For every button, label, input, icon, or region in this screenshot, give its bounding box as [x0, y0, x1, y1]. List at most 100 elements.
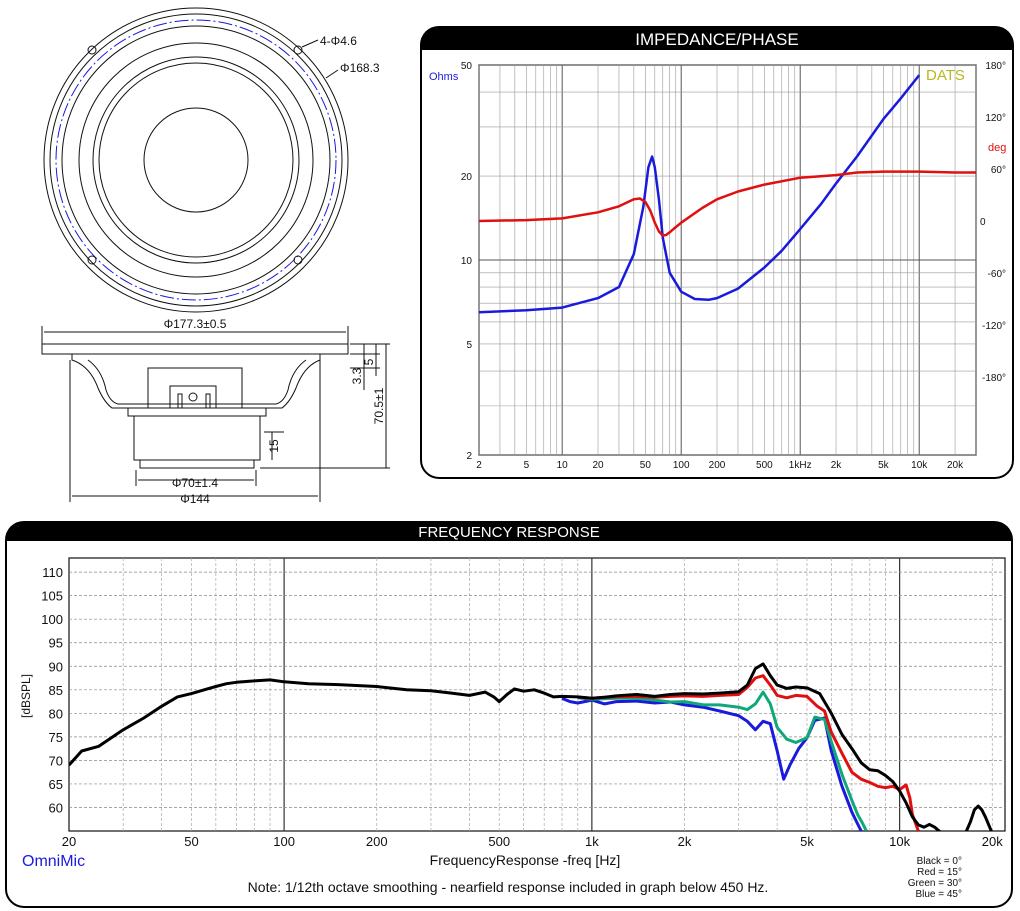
fr-x-tick-label: 50	[184, 834, 198, 849]
fr-y-tick-label: 95	[49, 636, 63, 651]
impedance-curve	[478, 74, 921, 314]
surround-outer-ring	[78, 42, 314, 278]
impedance-x-tick-label: 20k	[947, 460, 964, 471]
impedance-y-tick-label: 10	[461, 256, 473, 267]
frequency-response-panel: FREQUENCY RESPONSE 20 50 100 200 500 1k 2k 5k 10…	[5, 521, 1013, 908]
fr-chart-title: FREQUENCY RESPONSE	[418, 524, 599, 541]
terminal-housing	[147, 367, 243, 409]
outer-frame-ring	[43, 7, 349, 313]
dats-logo: DATS	[926, 67, 965, 84]
magnet	[133, 415, 261, 461]
impedance-x-tick-label: 5	[524, 460, 530, 471]
phase-unit: deg	[988, 142, 1006, 154]
front-plate	[127, 407, 267, 417]
cutout-diameter-label: Φ144	[180, 492, 210, 506]
impedance-x-tick-label: 10k	[911, 460, 928, 471]
mounting-hole	[293, 255, 303, 265]
impedance-y-unit: Ohms	[429, 71, 459, 83]
fr-y-tick-label: 65	[49, 777, 63, 792]
flange-diameter-label: Φ177.3±0.5	[164, 317, 227, 331]
flange-height-label: 5	[362, 358, 376, 365]
terminal-lug	[177, 393, 183, 409]
fr-note: Note: 1/12th octave smoothing - nearfiel…	[248, 879, 769, 895]
mounting-hole	[293, 45, 303, 55]
legend-black: Black = 0°	[917, 856, 962, 867]
surround-inner-ring	[92, 56, 300, 264]
terminal-block	[169, 385, 217, 409]
fr-y-tick-label: 110	[42, 565, 63, 580]
fr-plot-area	[68, 557, 1006, 832]
fr-y-axis-label: [dBSPL]	[19, 674, 33, 718]
fr-x-tick-label: 5k	[800, 834, 814, 849]
frame-diameter-label: Φ168.3	[340, 61, 380, 75]
dust-cap	[143, 107, 249, 213]
leader-line	[301, 39, 319, 48]
impedance-x-tick-label: 10	[557, 460, 569, 471]
fr-x-tick-label: 200	[366, 834, 388, 849]
fr-panel-frame	[5, 521, 1013, 908]
legend-green: Green = 30°	[908, 878, 962, 889]
magnet-diameter-label: Φ70±1.4	[172, 476, 219, 490]
speaker-side-view	[41, 326, 390, 502]
phase-tick-label: -120°	[982, 321, 1006, 332]
flange-thickness-label: 3.3	[350, 367, 364, 384]
fr-y-tick-label: 85	[49, 683, 63, 698]
mounting-flange	[41, 343, 349, 355]
terminal-screw	[188, 392, 198, 402]
phase-tick-label: 0	[980, 217, 986, 228]
impedance-y-tick-label: 5	[466, 340, 472, 351]
omnimic-logo: OmniMic	[22, 853, 85, 870]
fr-y-tick-label: 90	[49, 659, 63, 674]
impedance-grid	[478, 64, 977, 456]
phase-tick-label: -180°	[982, 373, 1006, 384]
phase-curve	[478, 170, 976, 237]
fr-x-tick-label: 2k	[678, 834, 692, 849]
impedance-x-tick-label: 2	[476, 460, 482, 471]
fr-y-tick-label: 70	[49, 753, 63, 768]
impedance-x-tick-label: 1kHz	[789, 460, 812, 471]
leader-line	[325, 69, 339, 79]
fr-x-axis-label: FrequencyResponse -freq [Hz]	[430, 852, 621, 868]
impedance-x-tick-label: 20	[592, 460, 604, 471]
impedance-y-tick-label: 50	[461, 61, 473, 72]
impedance-x-tick-label: 500	[756, 460, 773, 471]
impedance-series	[478, 74, 976, 314]
speaker-front-view	[43, 7, 349, 313]
cone-ring	[98, 62, 294, 258]
fr-x-tick-labels: 20 50 100 200 500 1k 2k 5k 10k 20k	[62, 834, 1003, 849]
response-curve-0deg	[69, 662, 993, 831]
fr-y-tick-label: 80	[49, 706, 63, 721]
legend-red: Red = 15°	[917, 867, 962, 878]
fr-grid	[69, 558, 1005, 831]
mounting-depth-label: 70.5±1	[372, 387, 386, 424]
phase-tick-label: 180°	[985, 61, 1006, 72]
impedance-x-tick-labels: 2 5 10 20 50 100 200 500 1kHz 2k 5k 10k 20k	[476, 460, 964, 471]
frame-inner-ring	[49, 13, 343, 307]
mounting-hole	[87, 255, 97, 265]
hole-dimension-label: 4-Φ4.6	[320, 34, 357, 48]
fr-y-tick-label: 100	[41, 612, 63, 627]
fr-x-tick-label: 100	[273, 834, 295, 849]
impedance-x-tick-label: 100	[673, 460, 690, 471]
impedance-x-tick-label: 2k	[831, 460, 843, 471]
fr-y-tick-label: 105	[41, 589, 63, 604]
phase-tick-label: 60°	[991, 165, 1006, 176]
fr-x-tick-label: 20	[62, 834, 76, 849]
response-curve-30deg	[577, 690, 868, 831]
impedance-x-tick-label: 50	[640, 460, 652, 471]
impedance-panel: IMPEDANCE/PHASE 2 5 10 20 50 100 200 500 1kHz 2k 5…	[420, 26, 1014, 479]
fr-y-tick-labels: 60 65 70 75 80 85 90 95 100 105 110	[41, 565, 63, 815]
fr-plot-clip	[69, 662, 993, 831]
impedance-phase-tick-labels: 180° 120° 60° 0 -60° -120° -180°	[980, 61, 1006, 384]
mounting-hole	[87, 45, 97, 55]
legend-blue: Blue = 45°	[915, 889, 962, 900]
impedance-chart-title: IMPEDANCE/PHASE	[635, 30, 798, 49]
impedance-x-tick-label: 200	[709, 460, 726, 471]
magnet-height-label: 15	[267, 439, 281, 453]
fr-x-tick-label: 1k	[585, 834, 599, 849]
impedance-x-tick-label: 5k	[878, 460, 890, 471]
fr-x-tick-label: 10k	[889, 834, 910, 849]
basket-inner	[87, 359, 307, 405]
impedance-title-bar	[421, 27, 1013, 50]
